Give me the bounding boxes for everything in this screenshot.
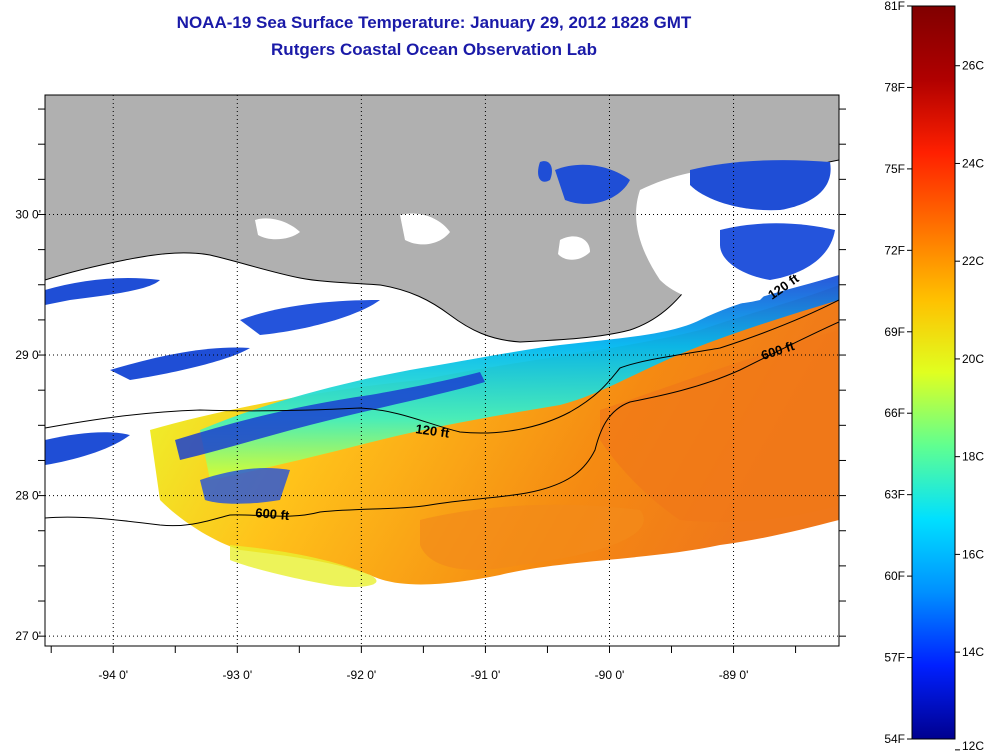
colorbar-c-label: 24C bbox=[962, 156, 984, 170]
lon-tick-label: -90 0' bbox=[595, 668, 625, 682]
colorbar-f-label: 57F bbox=[884, 651, 905, 665]
hot-core-region bbox=[600, 330, 839, 522]
longitude-axis: -94 0' -93 0' -92 0' -91 0' -90 0' -89 0' bbox=[50, 646, 797, 682]
colorbar-f-label: 69F bbox=[884, 325, 905, 339]
latitude-axis: 30 0' 29 0' 28 0' 27 0' bbox=[15, 108, 846, 643]
lat-tick-label: 30 0' bbox=[15, 207, 41, 221]
yellow-fringe bbox=[230, 545, 377, 587]
lon-tick-label: -89 0' bbox=[719, 668, 749, 682]
map-content bbox=[45, 95, 839, 646]
cold-patch-ne-2 bbox=[690, 160, 831, 211]
cold-patch-west bbox=[200, 468, 290, 504]
colorbar-celsius-labels: 26C 24C 22C 20C 18C 16C 14C 12C bbox=[955, 59, 984, 753]
cloud-land-2 bbox=[255, 218, 300, 240]
contour-120-ft bbox=[45, 299, 839, 434]
colorbar bbox=[911, 5, 956, 740]
cloud-land-4 bbox=[400, 213, 450, 245]
colorbar-c-label: 14C bbox=[962, 645, 984, 659]
map-title: NOAA-19 Sea Surface Temperature: January… bbox=[176, 13, 692, 32]
colorbar-c-label: 12C bbox=[962, 739, 984, 753]
colorbar-c-label: 20C bbox=[962, 352, 984, 366]
contour-label-120: 120 ft bbox=[415, 421, 451, 441]
lon-tick-label: -94 0' bbox=[98, 668, 128, 682]
colorbar-f-label: 78F bbox=[884, 80, 905, 94]
contour-600-ft bbox=[45, 321, 839, 527]
cloud-land-3 bbox=[558, 236, 590, 260]
hot-core-south bbox=[420, 504, 644, 570]
colorbar-f-label: 60F bbox=[884, 569, 905, 583]
map-frame bbox=[44, 94, 840, 647]
cold-patch-ne-1 bbox=[555, 164, 630, 204]
colorbar-f-label: 72F bbox=[884, 243, 905, 257]
map-subtitle: Rutgers Coastal Ocean Observation Lab bbox=[271, 40, 597, 59]
coastal-band bbox=[200, 275, 839, 480]
cold-patch-ne-3 bbox=[720, 223, 835, 280]
cold-patch-nw-3 bbox=[240, 300, 380, 335]
colorbar-c-label: 18C bbox=[962, 450, 984, 464]
colorbar-f-label: 66F bbox=[884, 406, 905, 420]
lon-tick-label: -92 0' bbox=[347, 668, 377, 682]
lat-tick-label: 27 0' bbox=[15, 629, 41, 643]
cold-streaks bbox=[175, 372, 485, 460]
land-mass bbox=[45, 95, 839, 342]
lon-tick-label: -91 0' bbox=[471, 668, 501, 682]
colorbar-f-label: 54F bbox=[884, 732, 905, 746]
cold-patch-nw-4 bbox=[45, 432, 130, 465]
colorbar-c-label: 26C bbox=[962, 59, 984, 73]
colorbar-f-label: 63F bbox=[884, 488, 905, 502]
lat-tick-label: 28 0' bbox=[15, 489, 41, 503]
graticule bbox=[45, 95, 839, 646]
colorbar-f-label: 75F bbox=[884, 162, 905, 176]
colorbar-c-label: 22C bbox=[962, 254, 984, 268]
contour-label-600-west: 600 ft bbox=[255, 505, 291, 523]
colorbar-fahrenheit-labels: 81F 78F 75F 72F 69F 66F 63F 60F 57F 54F bbox=[884, 0, 912, 746]
cold-patch-nw-2 bbox=[110, 347, 250, 380]
lon-tick-label: -93 0' bbox=[222, 668, 252, 682]
colorbar-f-label: 81F bbox=[884, 0, 905, 13]
lat-tick-label: 29 0' bbox=[15, 348, 41, 362]
cold-patch-nw-1 bbox=[45, 278, 160, 305]
cold-patch-ne-4 bbox=[538, 161, 552, 182]
colorbar-c-label: 16C bbox=[962, 547, 984, 561]
